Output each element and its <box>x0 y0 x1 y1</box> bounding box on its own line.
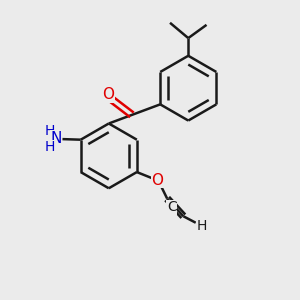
Text: C: C <box>167 200 177 214</box>
Text: N: N <box>50 131 62 146</box>
Text: O: O <box>152 172 164 188</box>
Text: H: H <box>45 140 55 154</box>
Text: O: O <box>102 87 114 102</box>
Text: H: H <box>45 124 55 138</box>
Text: H: H <box>197 219 207 233</box>
